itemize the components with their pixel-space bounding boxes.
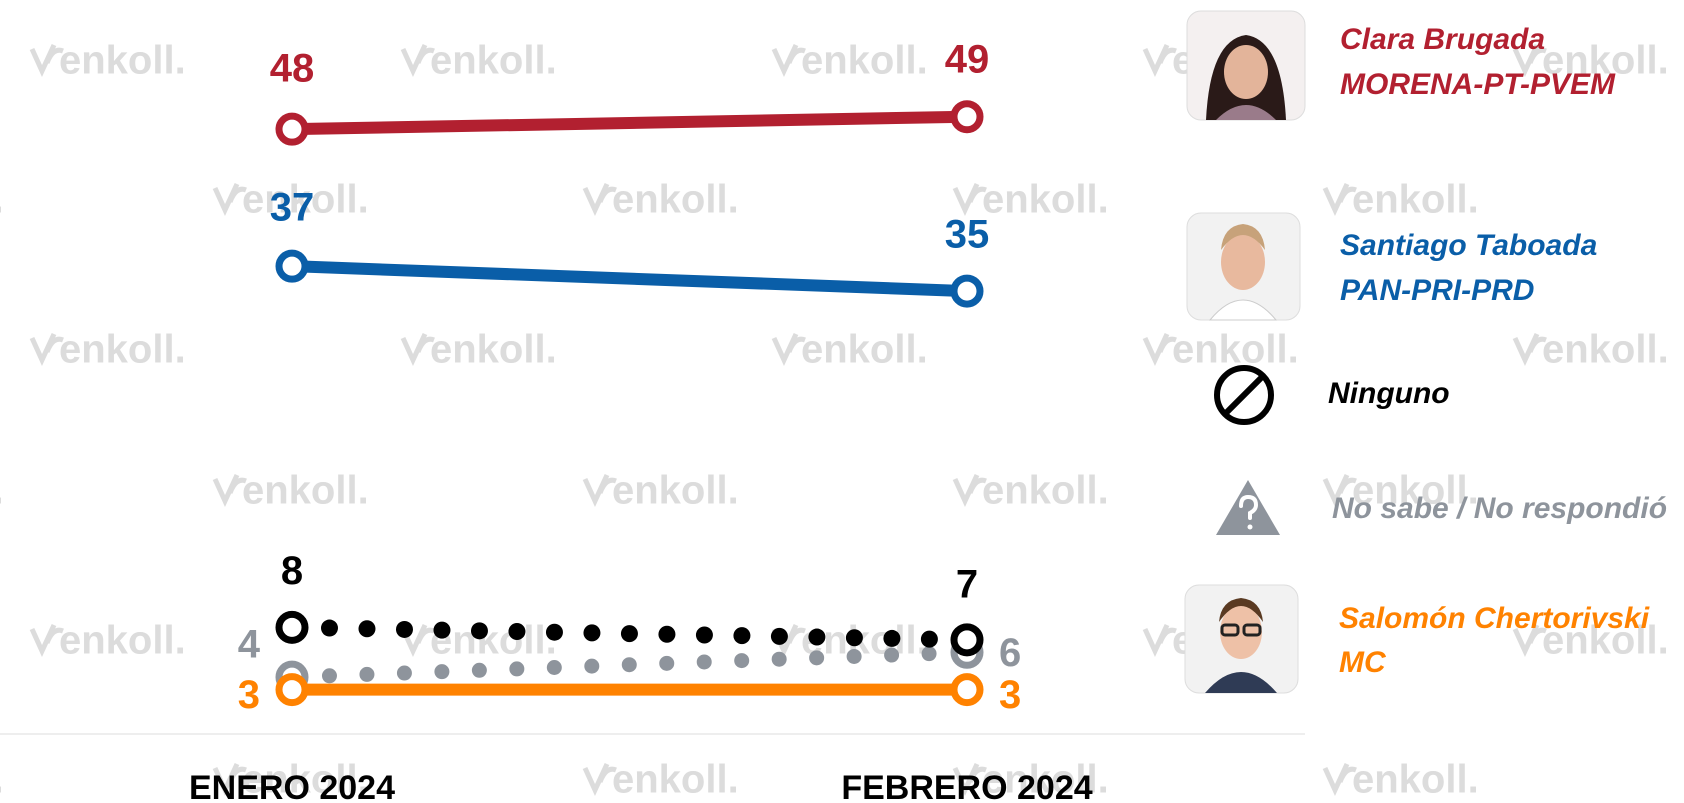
point: [954, 278, 980, 304]
legend-entry: Ninguno: [1328, 377, 1450, 410]
legend-entry: No sabe / No respondió: [1332, 492, 1667, 525]
watermark: enkoll.: [612, 178, 739, 222]
watermark: enkoll.: [801, 39, 928, 83]
watermark: enkoll.: [430, 619, 557, 663]
watermark: enkoll.: [1172, 328, 1299, 372]
watermark: enkoll.: [0, 469, 4, 513]
x-tick-label: FEBRERO 2024: [841, 769, 1092, 803]
plot: ENERO 2024 FEBRERO 2024 4 6 8 7 3 3 37 35 48 49: [189, 37, 1093, 803]
watermark: enkoll.: [612, 469, 739, 513]
watermark: enkoll.: [430, 39, 557, 83]
legend-party: MORENA-PT-PVEM: [1340, 68, 1616, 101]
point: [279, 116, 305, 142]
data-label: 8: [281, 549, 303, 593]
watermark: enkoll.: [59, 39, 186, 83]
candidate-photo: [1187, 11, 1305, 120]
watermark: enkoll.: [1542, 328, 1669, 372]
watermark: enkoll.: [242, 469, 369, 513]
watermark: enkoll.: [612, 758, 739, 802]
watermark: enkoll.: [982, 178, 1109, 222]
point: [279, 253, 305, 279]
legend-party: MC: [1339, 646, 1387, 679]
legend-entry: Clara Brugada: [1340, 23, 1545, 56]
series-line: [292, 266, 967, 291]
candidate-photo: [1185, 585, 1298, 693]
x-tick-label: ENERO 2024: [189, 769, 395, 803]
ninguno-icon: [1217, 368, 1271, 422]
series-line: [292, 117, 967, 129]
data-label: 6: [999, 631, 1021, 675]
data-label: 37: [270, 186, 315, 230]
chart: enkoll. enkoll. enkoll. enkoll. enkoll. enkol…: [0, 0, 1684, 803]
candidate-photo: [1187, 213, 1300, 320]
data-label: 7: [956, 562, 978, 606]
data-label: 49: [945, 37, 990, 81]
point: [954, 677, 980, 703]
watermark: enkoll.: [59, 619, 186, 663]
watermark: enkoll.: [982, 469, 1109, 513]
watermark: enkoll.: [1352, 178, 1479, 222]
watermark: enkoll.: [0, 758, 4, 802]
data-label: 3: [999, 673, 1021, 717]
data-label: 3: [238, 673, 260, 717]
no-sabe-icon: [1216, 480, 1280, 535]
watermark: enkoll.: [1352, 758, 1479, 802]
point: [954, 627, 980, 653]
legend-party: PAN-PRI-PRD: [1340, 274, 1534, 307]
watermark: enkoll.: [0, 178, 4, 222]
watermark: enkoll.: [59, 328, 186, 372]
point: [279, 677, 305, 703]
point: [279, 614, 305, 640]
data-label: 35: [945, 213, 990, 257]
legend-entry: Salomón Chertorivski: [1339, 602, 1650, 635]
legend-entry: Santiago Taboada: [1340, 229, 1597, 262]
watermark: enkoll.: [801, 328, 928, 372]
data-label: 48: [270, 47, 315, 91]
point: [954, 104, 980, 130]
data-label: 4: [238, 623, 261, 667]
watermark: enkoll.: [430, 328, 557, 372]
